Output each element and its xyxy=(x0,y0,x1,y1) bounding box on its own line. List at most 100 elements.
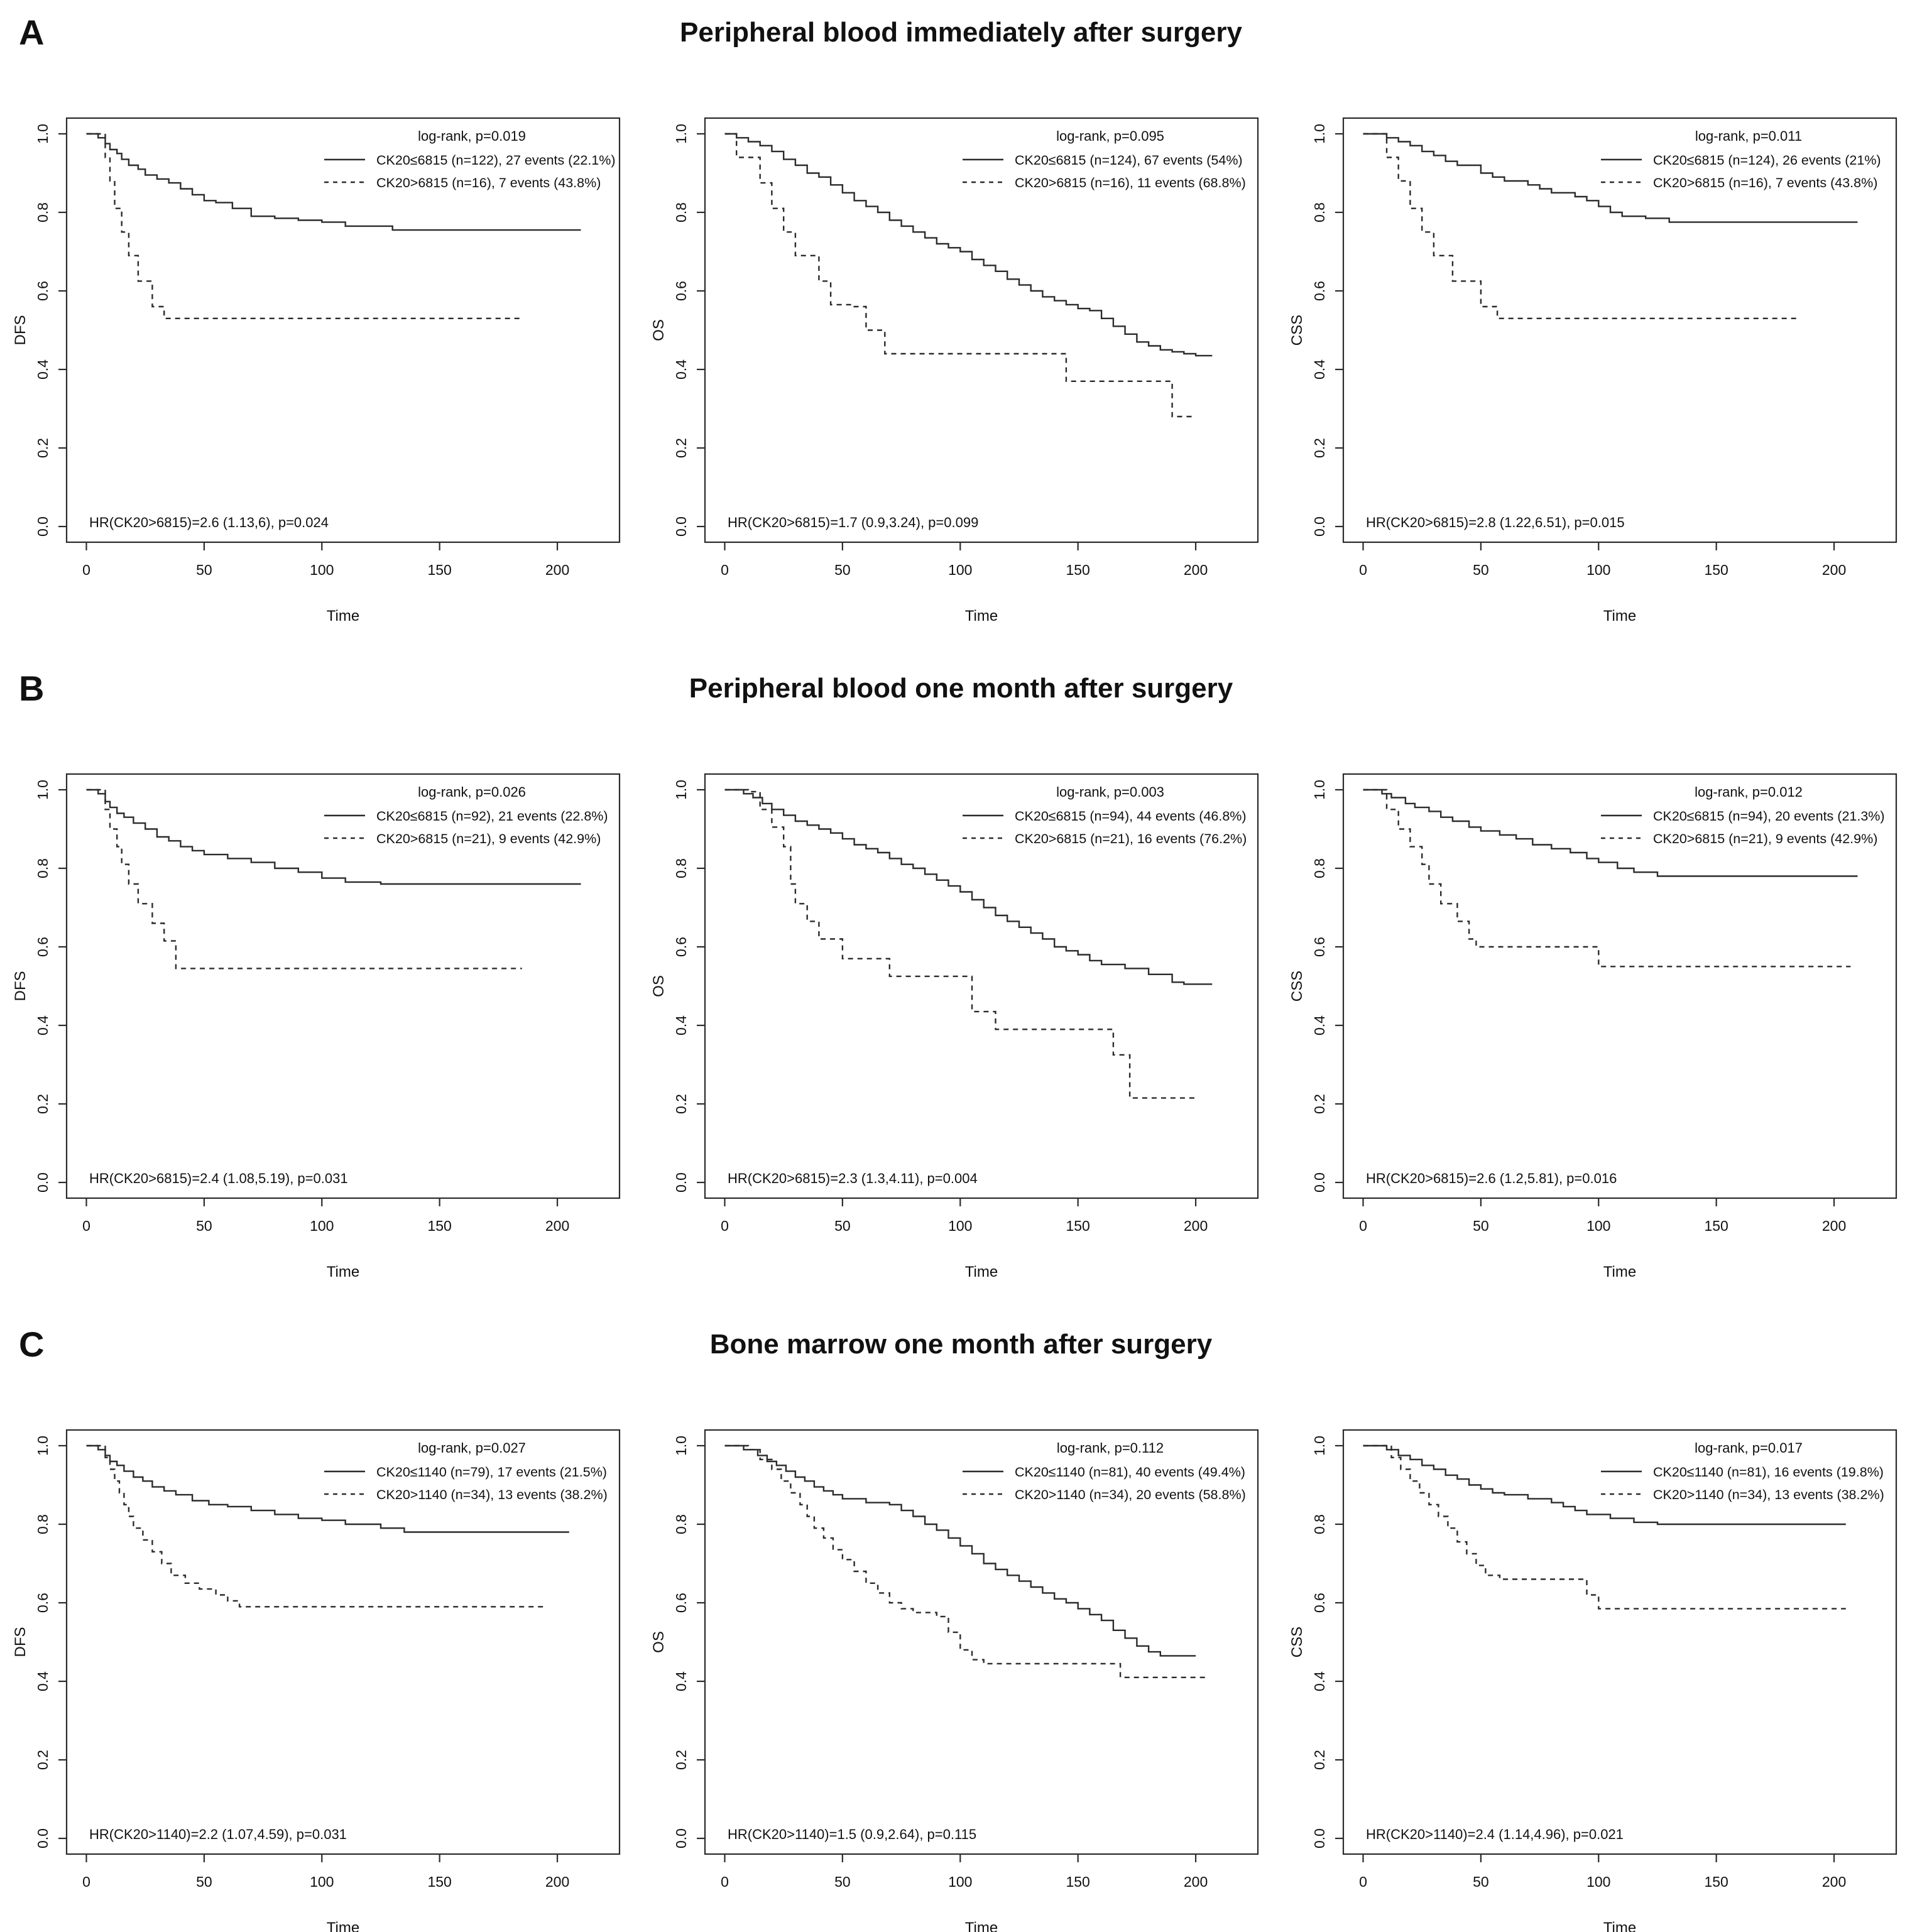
x-axis-label: Time xyxy=(327,1919,359,1932)
hr-annotation: HR(CK20>1140)=2.2 (1.07,4.59), p=0.031 xyxy=(89,1826,347,1842)
hr-annotation: HR(CK20>6815)=2.8 (1.22,6.51), p=0.015 xyxy=(1366,515,1625,530)
y-tick-label: 0.4 xyxy=(1311,1671,1328,1691)
y-tick-label: 0.4 xyxy=(1311,359,1328,379)
panel-a: A Peripheral blood immediately after sur… xyxy=(0,0,1922,640)
km-svg-C-CSS: 0 50 100 150 200 0.0 0.2 0.4 0.6 0.8 1.0 Time CSS log… xyxy=(1289,1429,1897,1932)
km-curve-solid xyxy=(724,133,1213,357)
x-axis-label: Time xyxy=(965,1263,998,1280)
y-tick-label: 0.2 xyxy=(35,1094,51,1114)
y-tick-label: 0.0 xyxy=(1311,1828,1328,1848)
x-tick-label: 0 xyxy=(721,1218,729,1234)
x-tick-label: 150 xyxy=(1704,1874,1728,1890)
legend-logrank-text: log-rank, p=0.026 xyxy=(418,784,526,800)
km-curve-dashed xyxy=(724,789,1196,1099)
y-tick-label: 0.6 xyxy=(1311,281,1328,301)
plot-box xyxy=(65,773,621,1199)
hr-annotation: HR(CK20>6815)=2.3 (1.3,4.11), p=0.004 xyxy=(728,1171,978,1186)
x-tick-label: 50 xyxy=(1473,1874,1489,1890)
y-tick-label: 0.0 xyxy=(673,516,689,537)
y-tick-label: 0.4 xyxy=(673,359,689,379)
hr-annotation: HR(CK20>6815)=2.4 (1.08,5.19), p=0.031 xyxy=(89,1171,348,1186)
legend-logrank-text: log-rank, p=0.019 xyxy=(418,128,526,144)
km-plot-a-os: 0 50 100 150 200 0.0 0.2 0.4 0.6 0.8 1.0 Time OS log-… xyxy=(642,99,1280,640)
y-tick-label: 0.6 xyxy=(673,937,689,957)
km-curve-solid xyxy=(86,133,581,231)
y-tick-label: 0.0 xyxy=(35,1828,51,1848)
km-svg-A-OS: 0 50 100 150 200 0.0 0.2 0.4 0.6 0.8 1.0 Time OS log-… xyxy=(650,117,1259,625)
y-axis-label: OS xyxy=(650,1631,667,1653)
x-tick-label: 100 xyxy=(310,1218,334,1234)
legend-entry-label: CK20>6815 (n=21), 16 events (76.2%) xyxy=(1015,831,1247,846)
km-plot-c-os: 0 50 100 150 200 0.0 0.2 0.4 0.6 0.8 1.0 Time OS log-… xyxy=(642,1411,1280,1932)
x-tick-label: 200 xyxy=(1184,1874,1208,1890)
y-tick-label: 0.6 xyxy=(1311,1593,1328,1613)
x-tick-label: 50 xyxy=(196,562,212,578)
y-tick-label: 0.6 xyxy=(35,1593,51,1613)
y-tick-label: 0.0 xyxy=(1311,516,1328,537)
legend-entry-label: CK20≤1140 (n=81), 16 events (19.8%) xyxy=(1653,1465,1884,1480)
x-tick-label: 0 xyxy=(1359,1218,1367,1234)
x-tick-label: 0 xyxy=(1359,1874,1367,1890)
y-axis-label: CSS xyxy=(1289,315,1306,346)
hr-annotation: HR(CK20>1140)=1.5 (0.9,2.64), p=0.115 xyxy=(728,1826,976,1842)
y-tick-label: 1.0 xyxy=(35,1436,51,1456)
panel-b-title: Peripheral blood one month after surgery xyxy=(689,673,1233,704)
x-tick-label: 0 xyxy=(721,1874,729,1890)
legend-entry-label: CK20>6815 (n=16), 11 events (68.8%) xyxy=(1015,175,1246,190)
legend-entry-label: CK20>1140 (n=34), 13 events (38.2%) xyxy=(376,1487,608,1502)
panel-c-label: C xyxy=(19,1324,45,1364)
x-tick-label: 150 xyxy=(1066,562,1089,578)
hr-annotation: HR(CK20>6815)=2.6 (1.2,5.81), p=0.016 xyxy=(1366,1171,1617,1186)
x-tick-label: 0 xyxy=(82,562,90,578)
panel-a-label: A xyxy=(19,13,45,52)
y-tick-label: 1.0 xyxy=(35,780,51,800)
y-tick-label: 0.4 xyxy=(1311,1015,1328,1035)
x-tick-label: 50 xyxy=(834,1874,851,1890)
panel-c-title: Bone marrow one month after surgery xyxy=(709,1329,1213,1360)
x-tick-label: 150 xyxy=(427,562,451,578)
y-tick-label: 0.6 xyxy=(35,937,51,957)
y-tick-label: 1.0 xyxy=(673,1436,689,1456)
x-axis-label: Time xyxy=(965,1919,998,1932)
y-tick-label: 0.2 xyxy=(673,438,689,458)
y-tick-label: 0.6 xyxy=(35,281,51,301)
plot-box xyxy=(1342,117,1897,543)
x-tick-label: 50 xyxy=(1473,562,1489,578)
km-plot-c-dfs: 0 50 100 150 200 0.0 0.2 0.4 0.6 0.8 1.0 Time DFS log… xyxy=(4,1411,642,1932)
x-axis-label: Time xyxy=(327,608,359,625)
legend-logrank-text: log-rank, p=0.011 xyxy=(1695,128,1802,144)
y-tick-label: 0.2 xyxy=(673,1094,689,1114)
y-tick-label: 0.2 xyxy=(35,1750,51,1770)
legend-entry-label: CK20>6815 (n=16), 7 events (43.8%) xyxy=(1653,175,1877,190)
y-axis-label: DFS xyxy=(12,971,29,1001)
km-curve-dashed xyxy=(86,789,522,969)
x-axis-label: Time xyxy=(1603,1919,1636,1932)
panel-a-charts-row: 0 50 100 150 200 0.0 0.2 0.4 0.6 0.8 1.0 Time DFS log… xyxy=(0,99,1922,640)
y-tick-label: 1.0 xyxy=(1311,780,1328,800)
y-axis-label: DFS xyxy=(12,315,29,346)
x-tick-label: 50 xyxy=(834,562,851,578)
x-tick-label: 100 xyxy=(1586,1874,1610,1890)
y-axis-label: DFS xyxy=(12,1627,29,1657)
panel-b-label: B xyxy=(19,669,45,708)
plot-box xyxy=(65,1429,621,1855)
y-tick-label: 0.8 xyxy=(673,1514,689,1534)
x-tick-label: 50 xyxy=(1473,1218,1489,1234)
km-curve-dashed xyxy=(724,133,1196,418)
km-svg-B-CSS: 0 50 100 150 200 0.0 0.2 0.4 0.6 0.8 1.0 Time CSS log… xyxy=(1289,773,1897,1280)
y-tick-label: 0.2 xyxy=(1311,1094,1328,1114)
y-tick-label: 0.0 xyxy=(35,1172,51,1192)
y-tick-label: 0.8 xyxy=(35,1514,51,1534)
panel-b-charts-row: 0 50 100 150 200 0.0 0.2 0.4 0.6 0.8 1.0 Time DFS log… xyxy=(0,755,1922,1296)
x-axis-label: Time xyxy=(1603,608,1636,625)
x-tick-label: 100 xyxy=(310,1874,334,1890)
x-axis-label: Time xyxy=(1603,1263,1636,1280)
y-tick-label: 0.2 xyxy=(1311,1750,1328,1770)
x-tick-label: 200 xyxy=(1822,1218,1846,1234)
x-tick-label: 200 xyxy=(545,1874,569,1890)
y-tick-label: 0.8 xyxy=(673,858,689,878)
y-tick-label: 0.8 xyxy=(35,858,51,878)
y-tick-label: 1.0 xyxy=(673,124,689,144)
y-axis-label: OS xyxy=(650,319,667,341)
